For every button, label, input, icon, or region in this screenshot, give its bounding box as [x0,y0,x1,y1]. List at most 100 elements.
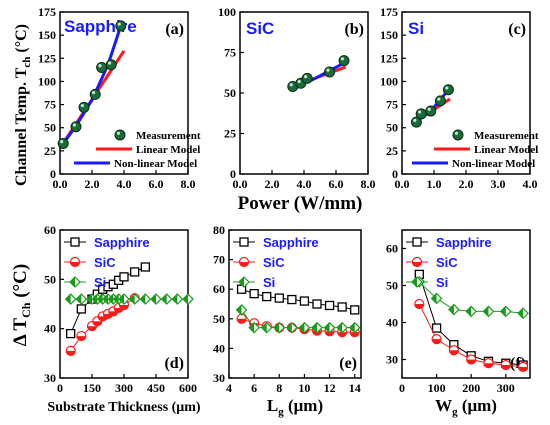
data-point-body [89,88,101,100]
data-point [324,66,336,78]
y-tick-label: 150 [380,28,398,42]
y-tick-label: 150 [38,28,56,42]
data-point [323,321,336,334]
data-point-half [518,366,528,372]
y-tick-label: 100 [38,74,56,88]
series-measurement-points [287,55,350,93]
y-tick-label: 25 [386,144,398,158]
data-point-highlight [418,110,422,114]
data-point-half [66,350,76,356]
data-point [301,72,313,84]
data-point [448,345,459,356]
y-tick-label: 100 [218,5,236,19]
legend-symbol [69,276,81,288]
data-point-half [324,322,330,333]
data-point-half [466,359,476,365]
series-si [413,275,529,320]
data-point [336,321,348,334]
data-point [235,304,248,316]
data-point-half [501,365,511,370]
data-point-half [97,294,103,305]
x-tick-label: 8 [276,381,282,395]
y-tick-label: 75 [44,98,56,112]
y-tick-label: 0 [230,167,236,181]
series-sapphire [236,284,360,315]
x-axis-label-sub: g [278,406,284,418]
data-point [431,323,442,333]
series-line [241,288,355,311]
data-point-half [114,307,124,313]
data-point-half [483,306,489,317]
data-point-body [115,20,127,32]
data-point-half [65,294,71,305]
data-point [139,293,152,305]
series-non-linear-model [58,25,123,149]
data-point [350,305,360,315]
legend-entry: Sapphire [263,235,319,250]
data-point-half [103,294,108,305]
data-point [337,302,347,312]
data-point [466,354,477,365]
x-tick-label: 3.0 [491,177,506,191]
x-tick-label: 6.0 [149,177,164,191]
y-tick-label: 100 [380,74,398,88]
data-point [262,291,272,302]
x-tick-label: 6.0 [329,177,344,191]
x-tick-label: 0.0 [53,177,68,191]
legend-symbol [411,256,423,268]
x-tick-label: 100 [428,381,446,395]
data-point-half [337,322,343,333]
y-tick-label: 175 [38,5,56,19]
data-point [89,88,101,100]
data-point-body [415,108,427,120]
y-tick-label: 80 [213,223,225,237]
data-point-highlight [108,61,112,65]
series-line [241,309,355,329]
x-tick-label: 1.0 [427,177,442,191]
data-point-half [113,294,119,305]
top-y-axis-label: Channel Temp. Tch (°C) [13,24,33,186]
panel-title: SiC [246,19,274,38]
data-point [517,307,529,320]
top-y-axis-label-main: Channel Temp. T [13,67,30,186]
data-point-highlight [289,83,293,87]
data-point [76,330,87,342]
data-point [78,101,90,113]
data-point-half [172,294,178,305]
data-point-half [87,326,97,331]
data-point [65,345,76,356]
y-tick-label: 75 [386,98,398,112]
x-tick-label: 8.0 [361,177,376,191]
data-point [324,300,335,311]
data-point [70,121,82,133]
series-sic [414,298,529,372]
legend-entry: SiC [94,255,116,270]
data-point [160,293,173,305]
data-point-highlight [80,103,84,108]
data-point-half [448,304,454,315]
y-tick-label: 50 [224,86,236,100]
data-point-half [261,322,267,333]
legend-symbol [239,237,249,247]
legend-symbol [412,237,422,247]
series-si [235,304,361,334]
data-point [499,305,512,318]
data-point-highlight [326,68,330,72]
y-tick-label: 175 [380,5,398,19]
data-point-highlight [427,107,431,111]
legend: Sapphire SiC Si [406,235,492,290]
data-point [140,262,150,272]
y-tick-label: 30 [386,353,398,367]
x-tick-label: 4.0 [523,177,538,191]
plot-frame-f [401,229,531,379]
x-axis-label-main: W [435,396,452,415]
data-point [273,321,286,334]
y-tick-label: 75 [224,46,236,60]
x-tick-label: 4.0 [297,177,312,191]
data-point-half [119,304,129,310]
legend-symbol-highlight [454,131,458,135]
y-tick-label: 30 [213,371,225,385]
data-point [130,267,140,277]
